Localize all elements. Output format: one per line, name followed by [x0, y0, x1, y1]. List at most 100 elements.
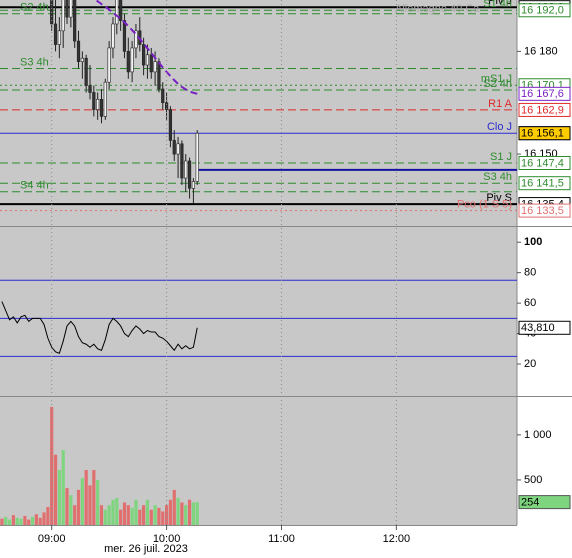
- volume-bar: [184, 505, 188, 525]
- volume-bar: [145, 499, 150, 525]
- level-name: Clo J: [487, 121, 512, 133]
- volume-bar: [142, 505, 146, 525]
- volume-bar: [80, 478, 84, 525]
- candle-body: [84, 57, 88, 86]
- volume-bar: [65, 488, 69, 525]
- value-label-box: [518, 102, 571, 117]
- plot-background: [0, 0, 517, 525]
- volume-bar: [107, 505, 111, 525]
- candle-body: [130, 47, 134, 73]
- level-name: S2 4h: [483, 78, 512, 90]
- value-label: 16 133,5: [521, 205, 564, 217]
- candle-body: [96, 99, 100, 110]
- volume-bar: [138, 509, 142, 525]
- candle-body: [157, 61, 161, 90]
- level-name: S2 4h: [20, 2, 49, 14]
- y-tick-label: 1 000: [524, 429, 552, 441]
- value-label-box: [518, 176, 571, 191]
- y-tick-label: 500: [524, 474, 542, 486]
- volume-bar: [134, 499, 138, 525]
- candle-body: [92, 92, 96, 110]
- volume-bar: [38, 517, 42, 525]
- volume-bar: [99, 505, 104, 525]
- candle-body: [99, 99, 104, 117]
- volume-bar: [34, 514, 38, 525]
- volume-bar: [122, 502, 127, 525]
- level-name: R1 A: [488, 98, 513, 110]
- volume-bar: [84, 470, 88, 525]
- volume-bar: [126, 505, 130, 525]
- volume-bar: [187, 499, 192, 525]
- candle-body: [57, 30, 61, 45]
- candle-body: [88, 85, 92, 93]
- candle-body: [164, 102, 169, 110]
- volume-bar: [19, 518, 23, 525]
- candle-body: [134, 30, 138, 49]
- level-name: Piv J: [488, 0, 512, 7]
- volume-bar: [191, 502, 195, 525]
- candle-body: [69, 0, 73, 18]
- volume-bar: [172, 489, 176, 525]
- y-tick-label: 60: [524, 297, 536, 309]
- volume-bar: [30, 516, 35, 525]
- candle-body: [191, 181, 195, 189]
- y-tick-label: 16 180: [524, 45, 558, 57]
- oscillator-line: [1, 301, 198, 355]
- volume-bar: [119, 509, 123, 525]
- candle-body: [142, 44, 146, 66]
- candle-body: [126, 51, 130, 73]
- candle-body: [115, 0, 119, 25]
- x-tick-label: 09:00: [38, 533, 66, 545]
- candle-body: [50, 0, 54, 25]
- volume-bar: [4, 516, 8, 525]
- candle-body: [153, 61, 157, 73]
- candle-body: [187, 160, 192, 189]
- y-tick-label: 20: [524, 358, 536, 370]
- volume-bar: [76, 489, 81, 525]
- candle-body: [76, 40, 81, 62]
- x-tick-label: 12:00: [383, 533, 411, 545]
- ma-line: [94, 0, 198, 95]
- y-tick-label: 80: [524, 267, 536, 279]
- candle-body: [176, 143, 180, 155]
- value-label-box: [518, 86, 571, 101]
- volume-bar: [57, 470, 61, 525]
- candle-body: [107, 47, 111, 83]
- level-name: Piv S: [486, 192, 512, 204]
- level-name: S4 4h: [20, 180, 49, 192]
- volume-bar: [0, 518, 4, 525]
- candle-body: [184, 160, 188, 179]
- candle-body: [195, 132, 199, 182]
- value-label: 16 156,1: [521, 128, 564, 140]
- candle-body: [180, 143, 184, 179]
- volume-bar: [157, 507, 161, 525]
- value-label: 16 141,5: [521, 178, 564, 190]
- level-name: S1 4h: [483, 0, 512, 10]
- volume-bar: [161, 511, 165, 525]
- value-label-box: [518, 3, 571, 18]
- candle-body: [122, 20, 127, 52]
- value-label: 16 167,6: [521, 88, 564, 100]
- volume-bar: [46, 506, 50, 525]
- volume-bar: [11, 515, 16, 525]
- volume-bar: [23, 515, 27, 525]
- candle-body: [61, 0, 65, 32]
- candle-body: [149, 54, 153, 73]
- value-label: 16 192,0: [521, 5, 564, 17]
- volume-bar: [92, 470, 96, 525]
- candle-body: [80, 57, 84, 62]
- volume-bar: [149, 509, 153, 525]
- candle-body: [172, 140, 176, 155]
- value-label: 16 162,9: [521, 104, 564, 116]
- volume-bar: [180, 502, 184, 525]
- level-name: S3 4h: [483, 171, 512, 183]
- value-label-box: [518, 495, 571, 510]
- volume-bar: [115, 497, 119, 525]
- candle-body: [161, 88, 165, 104]
- volume-bar: [53, 454, 58, 525]
- y-tick-label: 100: [524, 236, 542, 248]
